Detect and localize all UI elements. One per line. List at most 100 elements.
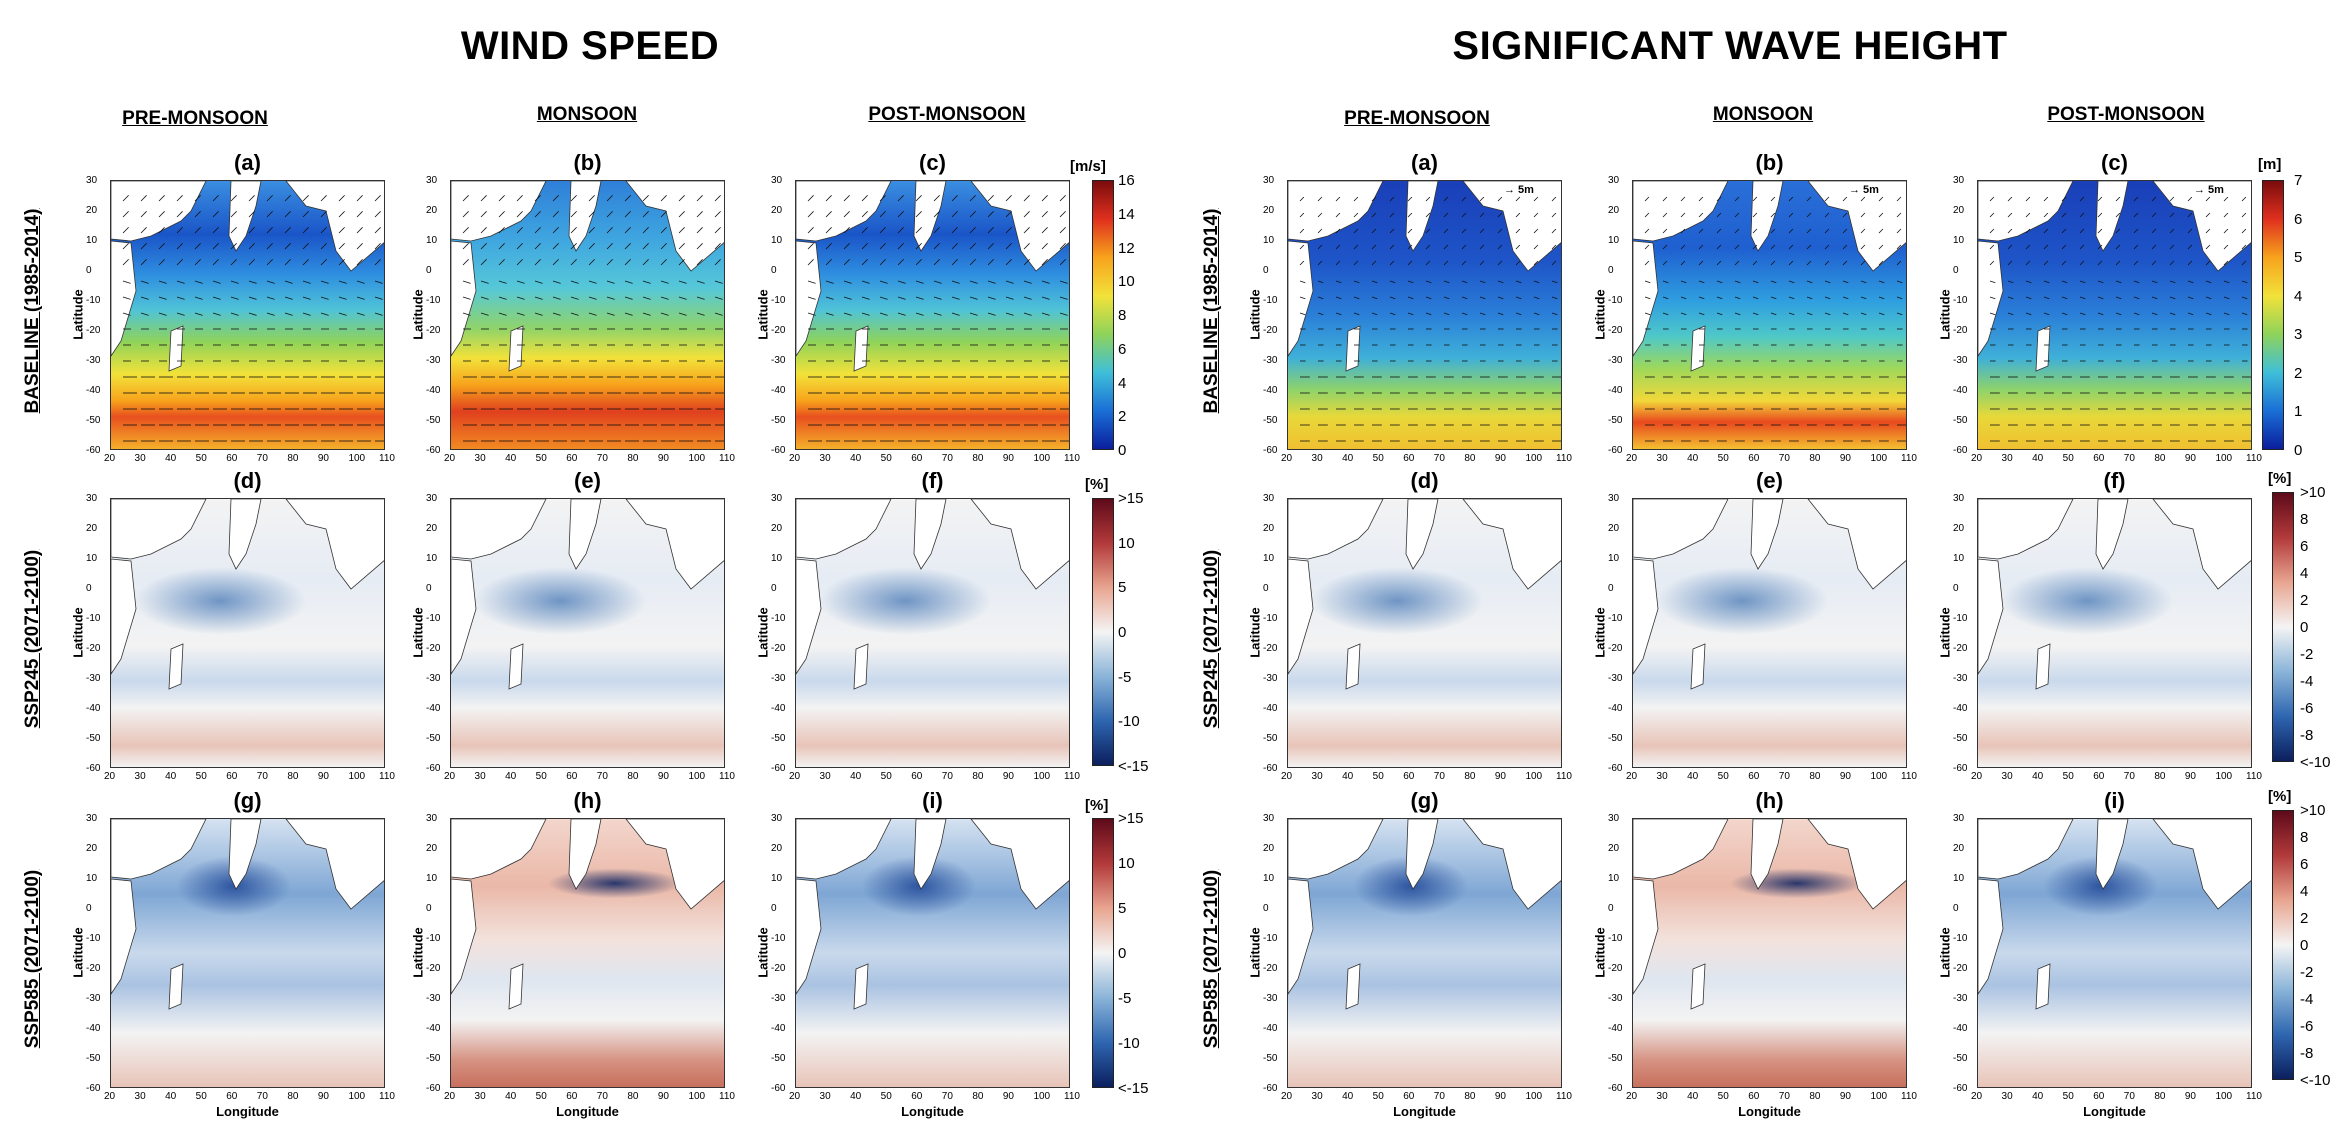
x-tick-label: 20: [1281, 1091, 1293, 1102]
y-tick-label: 30: [86, 813, 98, 824]
y-tick-label: 10: [1608, 553, 1620, 564]
x-tick-label: 100: [1870, 453, 1888, 464]
x-tick-label: 90: [1494, 771, 1506, 782]
y-tick-label: -30: [426, 673, 441, 684]
x-tick-label: 80: [1809, 771, 1821, 782]
wave-panel-ssp245-monsoon: [1632, 498, 1907, 768]
x-tick-label: 40: [1342, 1091, 1354, 1102]
x-tick-label: 60: [566, 1091, 578, 1102]
y-tick-label: -50: [1263, 733, 1278, 744]
y-tick-label: 10: [771, 235, 783, 246]
y-tick-label: 30: [86, 493, 98, 504]
wind-baseline-unit: [m/s]: [1070, 158, 1106, 175]
y-tick-label: -10: [86, 613, 101, 624]
y-tick-label: 10: [1263, 553, 1275, 564]
colorbar-tick-label: 5: [1118, 579, 1127, 597]
x-tick-label: 90: [2184, 453, 2196, 464]
y-tick-label: 10: [426, 873, 438, 884]
wind-panel-baseline-pre: [110, 180, 385, 450]
x-tick-label: 90: [1839, 1091, 1851, 1102]
y-tick-label: -60: [1263, 445, 1278, 456]
x-tick-label: 30: [1311, 771, 1323, 782]
x-tick-label: 100: [1870, 771, 1888, 782]
x-tick-label: 70: [941, 771, 953, 782]
x-tick-label: 50: [535, 453, 547, 464]
y-tick-label: -20: [1608, 325, 1623, 336]
y-tick-label: 0: [1953, 583, 1959, 594]
x-tick-label: 30: [1656, 453, 1668, 464]
y-axis-label: Latitude: [1937, 289, 1953, 340]
x-tick-label: 20: [789, 1091, 801, 1102]
colorbar-tick-label: 6: [2300, 538, 2309, 555]
y-tick-label: 0: [1263, 265, 1269, 276]
y-tick-label: -20: [1263, 325, 1278, 336]
y-tick-label: -60: [1608, 445, 1623, 456]
x-tick-label: 110: [2246, 771, 2262, 782]
x-tick-label: 60: [566, 453, 578, 464]
x-tick-label: 60: [226, 1091, 238, 1102]
x-tick-label: 70: [1778, 453, 1790, 464]
colorbar-tick-label: 8: [1118, 307, 1127, 324]
x-tick-label: 50: [880, 453, 892, 464]
x-tick-label: 20: [1281, 771, 1293, 782]
colorbar-tick-label: 2: [2294, 364, 2303, 382]
y-tick-label: 30: [1953, 493, 1965, 504]
x-axis-label: Longitude: [1393, 1104, 1456, 1119]
y-tick-label: 30: [426, 493, 438, 504]
y-tick-label: -10: [1263, 613, 1278, 624]
x-tick-label: 70: [256, 1091, 268, 1102]
y-tick-label: -20: [771, 643, 786, 654]
wind-season-pre: PRE-MONSOON: [122, 108, 268, 129]
x-tick-label: 90: [1002, 1091, 1014, 1102]
y-tick-label: 10: [86, 235, 98, 246]
y-tick-label: 20: [1953, 205, 1965, 216]
x-tick-label: 80: [972, 771, 984, 782]
x-tick-label: 80: [1464, 771, 1476, 782]
y-tick-label: -20: [771, 963, 786, 974]
y-tick-label: -40: [86, 385, 101, 396]
y-tick-label: -40: [426, 703, 441, 714]
y-tick-label: -60: [1953, 445, 1968, 456]
x-tick-label: 20: [1626, 453, 1638, 464]
x-tick-label: 30: [1311, 1091, 1323, 1102]
wind-baseline-colorbar: [1092, 180, 1114, 450]
y-tick-label: 10: [426, 553, 438, 564]
y-tick-label: -10: [1608, 295, 1623, 306]
x-tick-label: 40: [850, 771, 862, 782]
colorbar-tick-label: >15: [1118, 490, 1144, 507]
y-tick-label: 0: [771, 903, 777, 914]
x-tick-label: 100: [1525, 453, 1543, 464]
x-tick-label: 20: [1626, 1091, 1638, 1102]
y-tick-label: -20: [86, 643, 101, 654]
y-tick-label: -50: [1608, 415, 1623, 426]
wave-panel-letter: (c): [2101, 150, 2128, 175]
y-axis-label: Latitude: [410, 289, 426, 340]
y-tick-label: -20: [1263, 643, 1278, 654]
y-tick-label: -10: [1263, 295, 1278, 306]
x-tick-label: 70: [596, 1091, 608, 1102]
x-tick-label: 100: [688, 453, 706, 464]
y-tick-label: 20: [771, 843, 783, 854]
y-tick-label: 0: [771, 265, 777, 276]
wave-baseline-unit: [m]: [2258, 156, 2282, 173]
x-tick-label: 60: [566, 771, 578, 782]
colorbar-tick-label: 14: [1118, 205, 1135, 223]
x-tick-label: 100: [2215, 1091, 2233, 1102]
x-tick-label: 90: [1839, 453, 1851, 464]
x-tick-label: 70: [596, 453, 608, 464]
y-tick-label: -50: [86, 733, 101, 744]
y-tick-label: 30: [86, 175, 98, 186]
x-tick-label: 50: [1372, 1091, 1384, 1102]
x-tick-label: 60: [1403, 453, 1415, 464]
y-tick-label: 10: [1953, 873, 1965, 884]
x-tick-label: 90: [657, 771, 669, 782]
x-tick-label: 30: [2001, 453, 2013, 464]
y-tick-label: 0: [1608, 583, 1614, 594]
colorbar-tick-label: 0: [2300, 937, 2309, 954]
colorbar-tick-label: 2: [1118, 408, 1127, 426]
x-tick-label: 60: [1403, 1091, 1415, 1102]
y-tick-label: -50: [426, 415, 441, 426]
y-tick-label: -40: [771, 703, 786, 714]
y-tick-label: 20: [426, 843, 438, 854]
x-tick-label: 20: [444, 1091, 456, 1102]
